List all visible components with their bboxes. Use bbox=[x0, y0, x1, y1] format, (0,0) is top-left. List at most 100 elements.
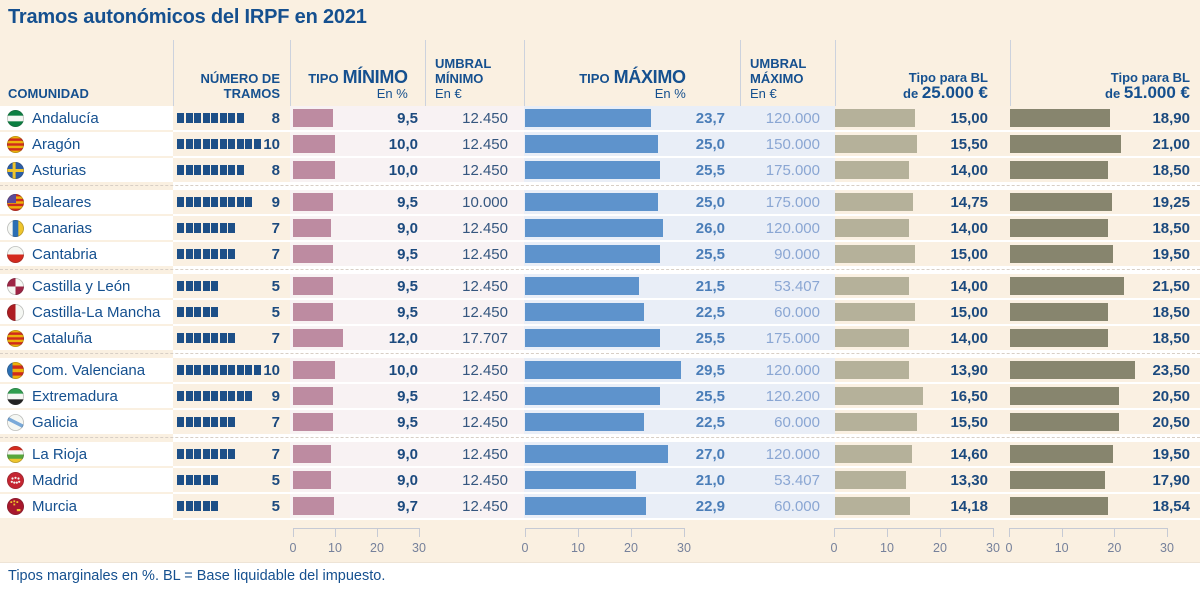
community-cell: Cantabria bbox=[0, 242, 173, 266]
header-label: de 51.000 € bbox=[1105, 83, 1190, 102]
tramo-square bbox=[219, 449, 227, 459]
axis-tick bbox=[834, 528, 835, 537]
tramos-count: 5 bbox=[271, 497, 280, 515]
tipo-maximo-cell: 25,5 bbox=[524, 158, 740, 182]
tipo-maximo-bar bbox=[525, 413, 645, 431]
bl-51000-bar bbox=[1010, 219, 1108, 237]
tramos-cell: 5 bbox=[173, 468, 290, 492]
tramo-square bbox=[245, 197, 252, 207]
bl-25000-value: 14,00 bbox=[950, 219, 988, 237]
bl-51000-bar bbox=[1010, 445, 1114, 463]
tramo-square bbox=[245, 391, 252, 401]
tipo-maximo-cell: 23,7 bbox=[524, 106, 740, 130]
bl-51000-bar bbox=[1010, 413, 1119, 431]
tramos-count: 5 bbox=[271, 277, 280, 295]
bl-51000-cell: 19,50 bbox=[1010, 442, 1200, 466]
tramo-square bbox=[202, 249, 210, 259]
community-cell: Com. Valenciana bbox=[0, 358, 173, 382]
tipo-maximo-cell: 25,0 bbox=[524, 132, 740, 156]
community-cell: Aragón bbox=[0, 132, 173, 156]
umbral-minimo-value: 12.450 bbox=[425, 216, 524, 240]
table-row: Castilla y León 5 9,5 12.450 21,5 53.407 14,00… bbox=[0, 274, 1200, 298]
bl-25000-bar bbox=[835, 245, 915, 263]
umbral-maximo-value: 120.000 bbox=[740, 216, 835, 240]
tramos-count: 7 bbox=[271, 219, 280, 237]
col-header-tipo-minimo: TIPO MÍNIMO En % bbox=[290, 40, 425, 106]
tramo-square bbox=[253, 365, 261, 375]
bl-25000-bar bbox=[835, 303, 915, 321]
header-label: de 25.000 € bbox=[903, 83, 988, 102]
umbral-minimo-value: 12.450 bbox=[425, 274, 524, 298]
bl-51000-cell: 21,00 bbox=[1010, 132, 1200, 156]
axis-tick bbox=[684, 528, 685, 537]
community-cell: Asturias bbox=[0, 158, 173, 182]
col-header-bl-25000: Tipo para BL de 25.000 € bbox=[835, 40, 1010, 106]
tramo-square bbox=[202, 197, 210, 207]
tramo-square bbox=[219, 417, 227, 427]
bl-25000-cell: 14,75 bbox=[835, 190, 1010, 214]
tipo-minimo-bar bbox=[293, 445, 331, 463]
table-header: COMUNIDAD NÚMERO DE TRAMOS TIPO MÍNIMO E… bbox=[0, 40, 1200, 106]
bl-25000-cell: 15,50 bbox=[835, 132, 1010, 156]
community-name: Extremadura bbox=[32, 387, 118, 405]
tipo-maximo-value: 22,5 bbox=[695, 413, 725, 431]
tipo-minimo-cell: 9,5 bbox=[290, 384, 425, 408]
umbral-minimo-value: 12.450 bbox=[425, 358, 524, 382]
col-header-umbral-maximo: UMBRAL MÁXIMO En € bbox=[740, 40, 835, 106]
axis-tick bbox=[578, 528, 579, 537]
percentage-axis: 0 10 20 30 bbox=[831, 528, 1000, 562]
tipo-minimo-bar bbox=[293, 109, 333, 127]
community-name: Com. Valenciana bbox=[32, 361, 146, 379]
tipo-maximo-bar bbox=[525, 471, 637, 489]
header-label: TRAMOS bbox=[223, 86, 280, 101]
tramo-square bbox=[202, 501, 210, 511]
tipo-minimo-cell: 9,5 bbox=[290, 242, 425, 266]
tipo-maximo-value: 25,5 bbox=[695, 161, 725, 179]
header-unit: En % bbox=[654, 86, 686, 101]
tipo-minimo-value: 9,7 bbox=[397, 497, 418, 515]
tramo-square bbox=[228, 139, 235, 149]
tramos-count: 9 bbox=[271, 193, 280, 211]
tipo-minimo-cell: 10,0 bbox=[290, 158, 425, 182]
bl-51000-value: 18,50 bbox=[1152, 161, 1190, 179]
tipo-minimo-value: 10,0 bbox=[388, 161, 418, 179]
tipo-maximo-cell: 25,0 bbox=[524, 190, 740, 214]
tramos-count: 5 bbox=[271, 303, 280, 321]
bl-51000-bar bbox=[1010, 135, 1122, 153]
tramo-square bbox=[185, 391, 193, 401]
tipo-maximo-value: 23,7 bbox=[695, 109, 725, 127]
community-name: Canarias bbox=[32, 219, 93, 237]
community-name: Castilla y León bbox=[32, 277, 131, 295]
tipo-maximo-cell: 29,5 bbox=[524, 358, 740, 382]
community-cell: Madrid bbox=[0, 468, 173, 492]
bl-51000-value: 18,50 bbox=[1152, 329, 1190, 347]
tipo-minimo-value: 9,5 bbox=[397, 109, 418, 127]
tramos-cell: 10 bbox=[173, 132, 290, 156]
bl-51000-value: 21,50 bbox=[1152, 277, 1190, 295]
tramo-square bbox=[211, 417, 218, 427]
tramo-square bbox=[219, 249, 227, 259]
bl-51000-value: 20,50 bbox=[1152, 387, 1190, 405]
axis-tick bbox=[1167, 528, 1168, 537]
bl-25000-cell: 15,00 bbox=[835, 106, 1010, 130]
tramos-count: 8 bbox=[271, 109, 280, 127]
tramos-cell: 7 bbox=[173, 326, 290, 350]
table-row: Galicia 7 9,5 12.450 22,5 60.000 15,50 20,50 bbox=[0, 410, 1200, 434]
flag-icon bbox=[7, 161, 24, 179]
bl-51000-cell: 23,50 bbox=[1010, 358, 1200, 382]
bl-51000-bar bbox=[1010, 193, 1112, 211]
tramo-square bbox=[202, 417, 210, 427]
tramo-square bbox=[211, 249, 218, 259]
footnote-bar: Tipos marginales en %. BL = Base liquida… bbox=[0, 562, 1200, 591]
axis-tick bbox=[1114, 528, 1116, 537]
tramos-cell: 7 bbox=[173, 442, 290, 466]
umbral-maximo-value: 60.000 bbox=[740, 494, 835, 518]
community-name: Asturias bbox=[32, 161, 87, 179]
community-name: Andalucía bbox=[32, 109, 99, 127]
tipo-minimo-bar bbox=[293, 277, 333, 295]
tramo-square bbox=[185, 417, 193, 427]
tipo-minimo-value: 9,0 bbox=[397, 219, 418, 237]
tramo-square bbox=[219, 197, 227, 207]
table-row: Extremadura 9 9,5 12.450 25,5 120.200 16,50 20,… bbox=[0, 384, 1200, 408]
